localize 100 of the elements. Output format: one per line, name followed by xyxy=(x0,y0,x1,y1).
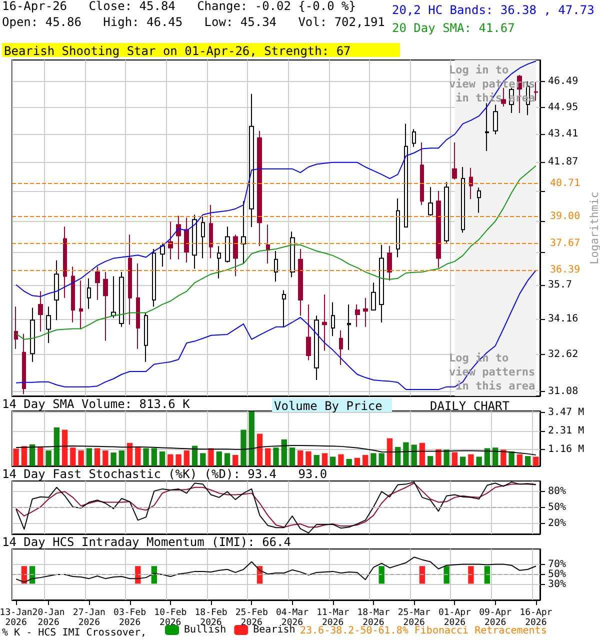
candlestick xyxy=(371,282,376,311)
candlestick xyxy=(14,306,18,350)
candlestick xyxy=(469,167,473,200)
x-tick-label: 16-Apr 2026 xyxy=(520,608,553,628)
y-tick-label: 50% xyxy=(548,569,566,580)
candlestick xyxy=(119,271,124,328)
chart-title: 14 Day SMA Volume: 813.6 K xyxy=(2,397,191,411)
candlestick xyxy=(314,315,319,380)
y-tick-label: 50% xyxy=(548,502,566,513)
ref-line-label: 37.67 xyxy=(550,238,580,249)
candlestick xyxy=(298,248,303,316)
candlestick xyxy=(534,82,538,102)
candlestick xyxy=(168,221,173,260)
candlestick xyxy=(428,186,433,216)
candlestick xyxy=(63,226,67,298)
x-tick-label: 13-Jan 2026 xyxy=(0,608,32,628)
candlestick xyxy=(420,142,424,206)
text: Bearish Shooting Star on 01-Apr-26, Strength: 67 xyxy=(4,44,351,58)
y-tick-label: 44.95 xyxy=(548,102,578,113)
text: 23.6-38.2-50-61.8% Fibonacci Retracements xyxy=(300,626,547,636)
y-tick-label: 35.7 xyxy=(548,279,572,290)
candlestick xyxy=(79,280,83,330)
candlestick xyxy=(38,290,43,332)
candlestick xyxy=(493,104,498,135)
candlestick xyxy=(144,312,148,362)
candlestick xyxy=(201,216,205,259)
candlestick xyxy=(396,198,400,258)
ref-line-label: 40.71 xyxy=(550,178,580,190)
candlestick xyxy=(225,226,230,263)
y-tick-label: 30% xyxy=(548,579,566,590)
y-tick-label: 70% xyxy=(548,558,566,570)
candlestick xyxy=(111,276,116,318)
candlestick xyxy=(184,217,189,263)
y-tick-label: 80% xyxy=(548,486,566,498)
text: 20 Day SMA: 41.67 xyxy=(392,21,515,35)
chart-title: 14 Day HCS Intraday Momentum (IMI): 66.4 xyxy=(2,535,291,549)
annotation: Volume By Price xyxy=(274,399,382,413)
y-tick-label: 41.87 xyxy=(548,156,578,168)
candlestick xyxy=(249,93,254,228)
candlestick xyxy=(217,246,221,279)
candlestick xyxy=(103,271,108,342)
candlestick xyxy=(436,190,441,268)
candlestick xyxy=(282,290,286,328)
candlestick xyxy=(444,181,449,244)
candlestick xyxy=(290,231,295,278)
ref-line-label: 36.39 xyxy=(550,264,580,276)
legend-title: % K - HCS IMI Crossover, xyxy=(2,628,146,638)
candlestick xyxy=(54,260,59,321)
candlestick xyxy=(95,266,100,301)
candlestick xyxy=(379,244,384,323)
line-series xyxy=(16,556,536,583)
candlestick xyxy=(404,123,408,228)
candlestick xyxy=(266,224,270,264)
candlestick xyxy=(209,204,213,259)
annotation: DAILY CHART xyxy=(430,399,510,413)
candlestick xyxy=(387,245,392,281)
candlestick xyxy=(412,128,416,148)
y-tick-label: 32.62 xyxy=(548,348,578,360)
y-tick-label: 46.49 xyxy=(548,76,578,87)
x-tick-label: 01-Apr 2026 xyxy=(438,608,472,628)
y-tick-label: 34.16 xyxy=(548,313,578,324)
text: 20,2 HC Bands: 36.38 , 47.73 xyxy=(392,3,594,17)
candlestick xyxy=(136,263,140,350)
candlestick xyxy=(152,248,156,308)
candlestick xyxy=(22,333,26,395)
candlestick xyxy=(355,304,360,328)
candlestick xyxy=(274,250,278,282)
candlestick xyxy=(257,130,262,247)
candlestick xyxy=(322,294,327,352)
x-tick-label: 09-Apr 2026 xyxy=(479,608,512,628)
x-tick-label: 27-Jan 2026 xyxy=(72,608,106,628)
candlestick xyxy=(71,266,75,323)
line-series xyxy=(16,165,536,340)
candlestick xyxy=(331,302,335,337)
candlestick xyxy=(233,234,238,277)
chart-subtitle: Open: 45.86 High: 46.45 Low: 45.34 Vol: 702,191 xyxy=(2,15,385,29)
y-axis-title: Logarithmic xyxy=(588,192,600,264)
candlestick xyxy=(176,215,181,260)
x-tick-label: 20-Jan 2026 xyxy=(32,608,65,628)
candlestick xyxy=(128,234,132,326)
candlestick xyxy=(363,297,368,328)
candlestick xyxy=(452,142,457,180)
candlestick xyxy=(241,200,246,264)
y-tick-label: 1.16 M xyxy=(548,444,584,455)
line-series xyxy=(16,60,536,298)
candlestick xyxy=(160,242,165,268)
candlestick xyxy=(485,102,489,152)
ref-line-label: 39.00 xyxy=(550,211,580,222)
chart-title: 14 Day Fast Stochastic (%K) (%D): 93.4 93.0 xyxy=(2,467,328,481)
line-series xyxy=(16,444,536,456)
candlestick xyxy=(461,166,465,234)
candlestick xyxy=(339,330,343,366)
y-tick-label: 43.41 xyxy=(548,128,578,140)
y-tick-label: 2.31 M xyxy=(548,425,584,436)
candlestick xyxy=(192,214,197,270)
candlestick xyxy=(30,307,35,362)
y-tick-label: 20% xyxy=(548,518,566,529)
x-tick-label: 03-Feb 2026 xyxy=(114,608,146,628)
y-tick-label: 31.08 xyxy=(548,386,578,398)
candlestick xyxy=(347,304,351,351)
